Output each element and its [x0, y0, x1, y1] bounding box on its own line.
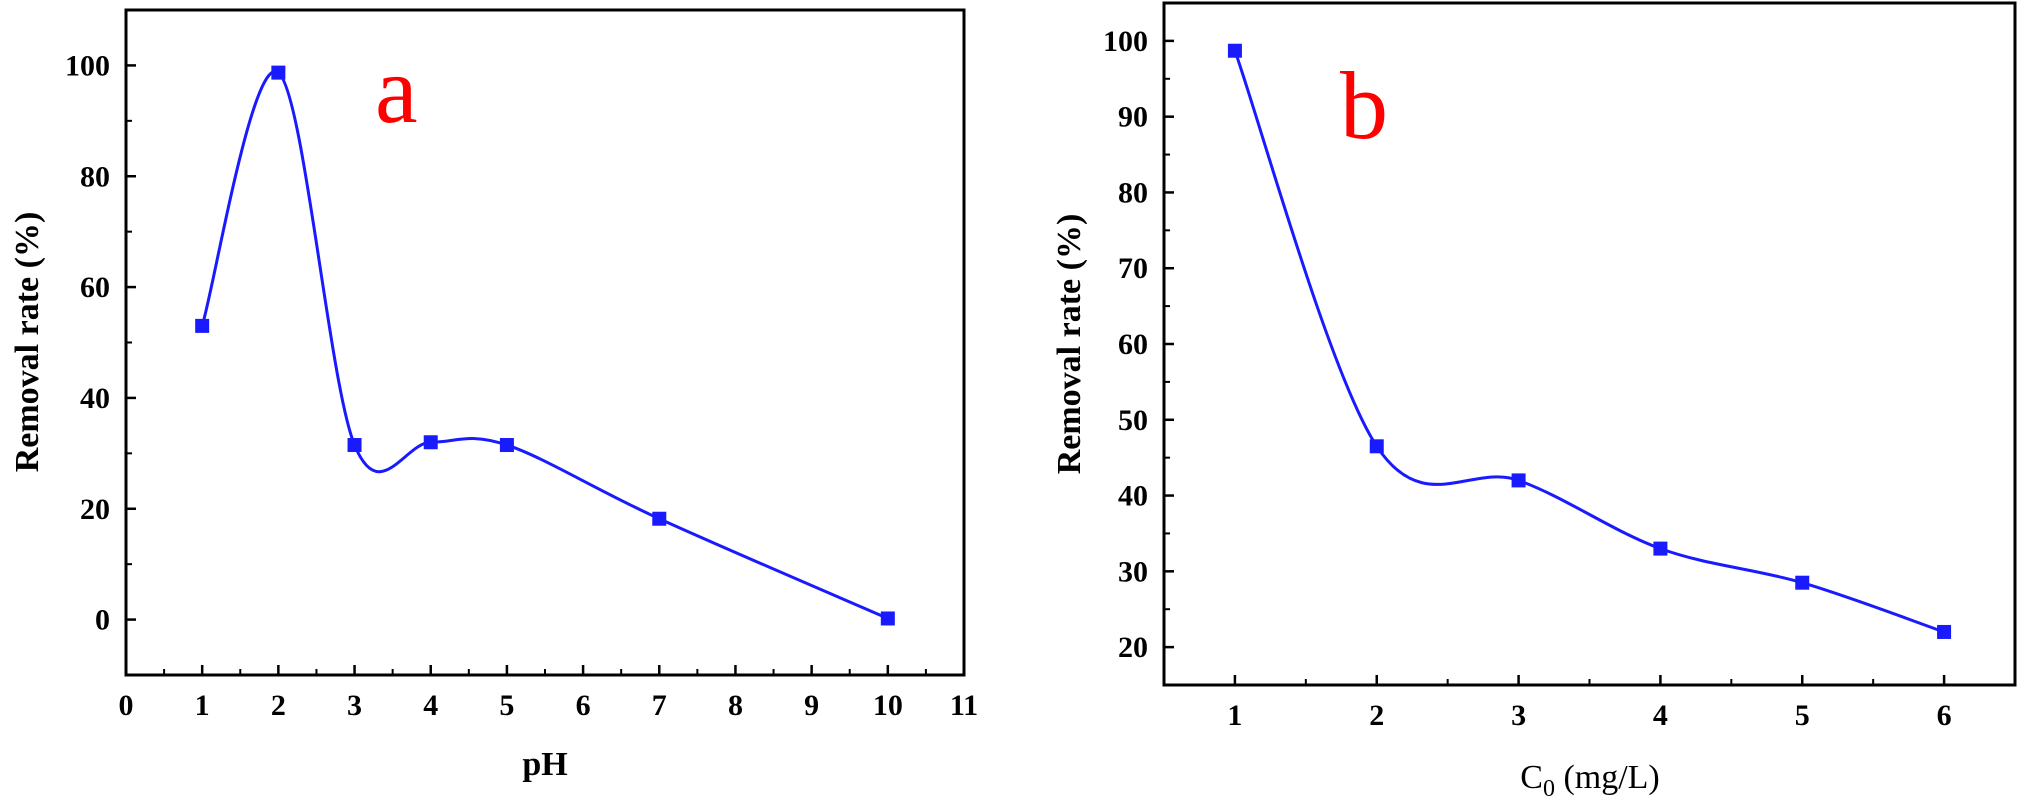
data-point [347, 438, 362, 453]
panel-a: 0 20 40 60 80 100 0 1 2 3 4 5 6 7 8 9 10 11 a pH Removal… [9, 8, 978, 783]
panel-a-plot-frame [124, 8, 966, 677]
panel-a-x-axis-title: pH [522, 746, 567, 783]
panel-b-plot-frame [1162, 1, 2017, 687]
y-tick-label: 50 [1118, 404, 1148, 437]
y-tick-label: 60 [1118, 328, 1148, 361]
y-tick-label: 70 [1118, 252, 1148, 285]
x-tick-label: 5 [499, 689, 514, 722]
y-tick-label: 20 [1118, 631, 1148, 664]
x-tick-label: 4 [423, 689, 438, 722]
x-tick-label: 3 [1511, 699, 1526, 732]
x-tick-label: 8 [728, 689, 743, 722]
y-tick-label: 20 [80, 493, 110, 526]
panel-b-y-ticks: 20 30 40 50 60 70 80 90 100 [1103, 2, 1174, 686]
panel-a-series-line [200, 70, 889, 620]
x-tick-label: 1 [1227, 699, 1242, 732]
panel-b-y-axis-title: Removal rate (%) [1051, 214, 1088, 475]
x-tick-label: 2 [271, 689, 286, 722]
x-tick-label: 3 [347, 689, 362, 722]
data-point [1511, 473, 1526, 488]
y-tick-label: 90 [1118, 101, 1148, 134]
x-tick-label: 9 [804, 689, 819, 722]
panel-a-markers [195, 65, 895, 626]
data-point [271, 65, 286, 80]
data-point [652, 511, 667, 526]
panel-b: 20 30 40 50 60 70 80 90 100 1 2 3 4 5 6 b C0 (mg/L) R… [1051, 1, 2017, 802]
y-tick-label: 80 [1118, 176, 1148, 209]
y-tick-label: 0 [95, 604, 110, 637]
panel-a-x-ticks: 0 1 2 3 4 5 6 7 8 9 10 11 [119, 665, 978, 722]
x-tick-label: 4 [1653, 699, 1668, 732]
y-tick-label: 80 [80, 160, 110, 193]
y-tick-label: 100 [65, 49, 110, 82]
data-point [423, 435, 438, 450]
panel-a-label: a [375, 36, 418, 143]
y-tick-label: 40 [1118, 480, 1148, 513]
x-tick-label: 11 [950, 689, 978, 722]
y-tick-label: 60 [80, 271, 110, 304]
data-point [1369, 439, 1384, 454]
data-point [499, 438, 514, 453]
panel-b-x-ticks: 1 2 3 4 5 6 [1227, 675, 1952, 732]
data-point [1227, 43, 1242, 58]
panel-a-y-axis-title: Removal rate (%) [9, 212, 46, 473]
y-tick-label: 40 [80, 382, 110, 415]
data-point [1937, 624, 1952, 639]
x-tick-label: 6 [576, 689, 591, 722]
data-point [1795, 575, 1810, 590]
x-tick-label: 7 [652, 689, 667, 722]
panel-b-x-axis-title: C0 (mg/L) [1520, 759, 1660, 802]
panel-b-markers [1227, 43, 1952, 639]
x-tick-label: 5 [1795, 699, 1810, 732]
x-tick-label: 0 [119, 689, 134, 722]
y-tick-label: 30 [1118, 555, 1148, 588]
y-tick-label: 100 [1103, 25, 1148, 58]
data-point [880, 611, 895, 626]
x-tick-label: 10 [873, 689, 903, 722]
x-tick-label: 6 [1937, 699, 1952, 732]
x-tick-label: 2 [1369, 699, 1384, 732]
x-tick-label: 1 [195, 689, 210, 722]
data-point [195, 318, 210, 333]
panel-b-x-axis-title-unit: (mg/L) [1555, 759, 1660, 796]
panel-b-label: b [1340, 52, 1388, 159]
data-point [1653, 541, 1668, 556]
panel-b-x-axis-title-main: C [1520, 759, 1543, 796]
panel-b-x-axis-title-sub: 0 [1543, 776, 1555, 802]
